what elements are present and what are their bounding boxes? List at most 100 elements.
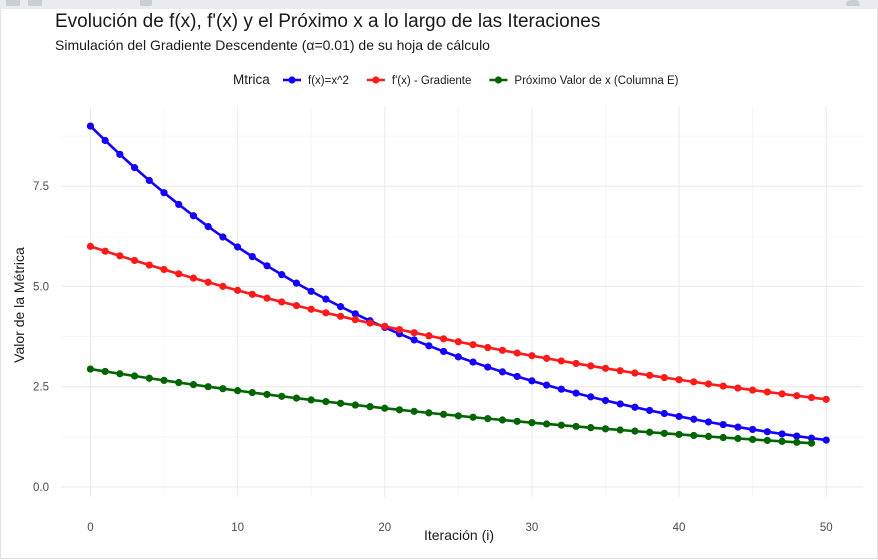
x-tick-label: 20: [378, 522, 391, 534]
legend-key-point: [288, 76, 296, 84]
data-point: [425, 342, 433, 350]
data-point: [763, 388, 771, 396]
data-point: [278, 298, 286, 306]
data-point: [189, 212, 198, 220]
data-point: [116, 370, 124, 378]
data-point: [690, 415, 698, 423]
y-tick-label: 0.0: [33, 482, 49, 494]
data-point: [278, 392, 286, 400]
data-point: [704, 380, 713, 388]
data-point: [366, 403, 374, 411]
data-point: [793, 432, 801, 440]
data-point: [749, 425, 757, 434]
data-point: [704, 418, 713, 426]
data-point: [425, 409, 433, 417]
x-axis-ticks: 0 10 20 30 40 50: [87, 522, 832, 534]
data-point: [175, 200, 183, 209]
data-point: [528, 419, 536, 427]
data-point: [86, 365, 95, 373]
data-point: [322, 309, 330, 317]
data-point: [233, 286, 242, 294]
data-point: [587, 362, 595, 370]
data-point: [660, 409, 668, 418]
data-point: [454, 338, 462, 346]
data-point: [175, 270, 183, 278]
legend-item-1: f(x)=x^2: [283, 75, 349, 87]
data-point: [101, 136, 109, 145]
data-point: [543, 420, 551, 428]
data-point: [646, 406, 654, 415]
data-point: [587, 424, 595, 432]
data-point: [440, 410, 448, 418]
data-point: [616, 367, 624, 375]
help-icon[interactable]: [846, 0, 860, 6]
data-point: [469, 341, 477, 349]
data-point: [307, 287, 315, 295]
legend-title: Mtrica: [233, 72, 270, 87]
data-point: [278, 271, 286, 279]
data-point: [793, 438, 801, 446]
forward-icon[interactable]: [28, 0, 42, 6]
data-point: [469, 413, 477, 421]
data-point: [749, 435, 757, 444]
data-point: [807, 434, 816, 442]
data-point: [704, 432, 713, 441]
data-point: [204, 383, 212, 391]
legend-item-2: f'(x) - Gradiente: [366, 75, 472, 87]
legend-item-3: Próximo Valor de x (Columna E): [489, 75, 679, 87]
data-point: [778, 430, 786, 438]
data-point: [793, 392, 801, 400]
data-point: [498, 416, 507, 424]
data-point: [233, 387, 242, 395]
data-point: [513, 372, 521, 381]
y-tick-label: 2.5: [33, 382, 49, 394]
data-point: [337, 399, 345, 407]
data-point: [263, 262, 271, 270]
data-point: [307, 396, 315, 404]
data-point: [719, 382, 727, 390]
data-point: [749, 386, 757, 394]
data-point: [337, 303, 345, 311]
data-point: [528, 377, 536, 385]
y-axis-title: Valor de la Métrica: [11, 247, 27, 363]
data-point: [778, 390, 786, 398]
data-point: [292, 302, 301, 310]
data-point: [263, 294, 271, 302]
data-point: [454, 412, 462, 420]
data-point: [175, 378, 183, 387]
data-point: [440, 347, 448, 356]
x-tick-label: 10: [231, 522, 244, 534]
data-point: [248, 253, 256, 261]
data-point: [160, 265, 168, 274]
data-point: [219, 385, 227, 393]
back-icon[interactable]: [6, 0, 20, 6]
series-points: [86, 122, 830, 447]
legend-key-point: [494, 76, 503, 84]
legend-label: f'(x) - Gradiente: [392, 75, 472, 87]
data-point: [160, 376, 168, 384]
data-point: [660, 429, 668, 437]
data-point: [351, 316, 359, 324]
data-point: [145, 261, 153, 269]
series-line-3: [90, 367, 812, 445]
data-point: [263, 390, 271, 399]
data-point: [101, 247, 109, 255]
data-point: [543, 381, 551, 389]
data-point: [719, 433, 727, 442]
chart-subtitle: Simulación del Gradiente Descendente (α=…: [55, 37, 490, 53]
data-point: [675, 376, 683, 384]
x-tick-label: 40: [673, 522, 686, 534]
data-point: [395, 325, 404, 334]
data-point: [351, 310, 359, 318]
y-tick-label: 7.5: [33, 181, 49, 193]
data-point: [734, 423, 742, 431]
data-point: [130, 256, 139, 265]
data-point: [631, 403, 639, 411]
data-point: [822, 436, 830, 444]
data-point: [690, 431, 698, 440]
data-point: [484, 415, 492, 423]
legend-label: f(x)=x^2: [308, 75, 349, 87]
data-point: [248, 290, 256, 298]
data-point: [557, 385, 565, 393]
data-point: [410, 336, 418, 344]
